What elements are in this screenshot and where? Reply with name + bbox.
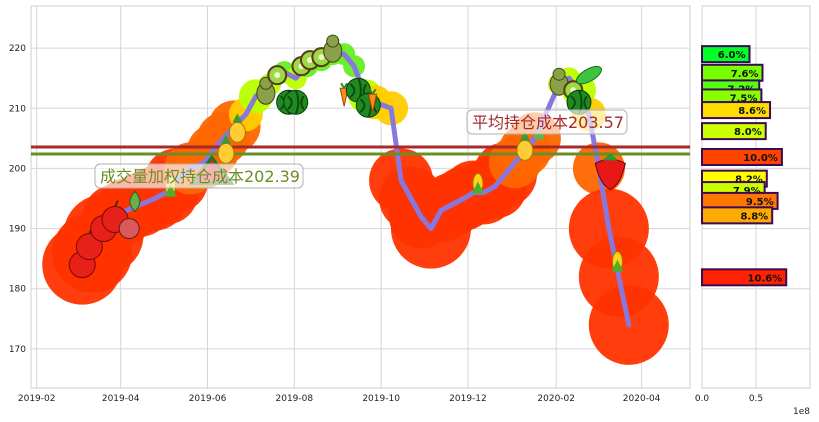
peapod-icon [575, 65, 602, 85]
bar-x-tick-label: 0.0 [695, 394, 710, 404]
x-tick-label: 2019-06 [189, 394, 227, 404]
x-tick-label: 2019-12 [449, 394, 487, 404]
pineapple-icon [217, 142, 235, 164]
annotation-box [466, 109, 628, 135]
strawberry-leaves [602, 153, 619, 161]
corn-husk [611, 259, 624, 272]
bar-percent-label: 9.5% [746, 197, 774, 208]
pineapple-leaves [220, 134, 231, 144]
y-tick-label: 220 [9, 44, 26, 54]
bar-percent-label: 10.0% [743, 153, 778, 164]
bar-percent-label: 7.5% [730, 93, 758, 104]
x-tick-label: 2019-10 [362, 394, 400, 404]
watermelon-icon [355, 92, 381, 118]
x-tick-label: 2020-04 [623, 394, 661, 404]
x-tick-label: 2019-08 [276, 394, 314, 404]
pineapple-icon [228, 121, 246, 143]
bar-offset-label: 1e8 [793, 407, 810, 417]
bar-percent-label: 8.0% [734, 127, 762, 138]
bar-percent-label: 8.8% [740, 211, 768, 222]
annotations: 平均持仓成本203.57 成交量加权持仓成本202.39 [94, 109, 628, 189]
distribution-bar [701, 206, 774, 225]
carrot-leaves [368, 88, 377, 95]
distribution-bar [701, 122, 767, 141]
bar-percent-label: 7.6% [731, 69, 759, 80]
main-ticks: 170 180 190 200 210 220 2019-02 2019-04 2019-06 2… [9, 44, 661, 404]
lettuce-icon [129, 190, 141, 213]
bar-percent-label: 8.6% [738, 106, 766, 117]
annotation-text: 成交量加权持仓成本202.39 [100, 167, 300, 186]
bar-percent-label: 6.0% [718, 50, 746, 61]
carrot-leaves [340, 82, 348, 89]
distribution-bar [701, 101, 772, 120]
x-tick-label: 2019-02 [18, 394, 56, 404]
distribution-bar [701, 45, 751, 64]
pineapple-leaves [519, 131, 530, 141]
cost-lines [31, 145, 690, 156]
pear-top [552, 67, 566, 81]
bar-x-tick-label: 0.5 [749, 394, 763, 404]
watermelon-stripes [287, 89, 305, 115]
bar-percent-label: 8.2% [735, 175, 763, 186]
y-tick-label: 180 [9, 285, 26, 295]
x-tick-label: 2019-04 [102, 394, 140, 404]
distribution-bar [701, 147, 783, 166]
watermelon-icon [283, 89, 309, 115]
pineapple-leaves [232, 113, 243, 123]
annotation-box [94, 163, 304, 189]
annotation-text: 平均持仓成本203.57 [472, 113, 624, 132]
kiwi-core [306, 57, 313, 64]
y-tick-label: 200 [9, 164, 26, 174]
y-tick-label: 190 [9, 225, 26, 235]
y-tick-label: 210 [9, 104, 26, 114]
corn-husk [471, 181, 484, 194]
y-tick-label: 170 [9, 345, 26, 355]
corn-husk [164, 184, 177, 197]
apple-stem [114, 200, 119, 208]
pineapple-icon [516, 139, 534, 161]
x-tick-label: 2020-02 [537, 394, 575, 404]
kiwi-core [318, 54, 325, 61]
bar-percent-label: 10.6% [748, 273, 783, 284]
radish-icon [118, 218, 140, 240]
pear-top [326, 34, 340, 48]
bar-ticks: 0.0 0.5 1e8 [695, 394, 810, 417]
distribution-bars: 6.0%7.6%7.2%7.5%8.6%8.0%10.0%8.2%7.9%9.5… [701, 45, 788, 287]
distribution-bar [701, 268, 788, 287]
kiwi-core [274, 72, 281, 79]
bar-percent-label: 7.9% [733, 186, 761, 197]
